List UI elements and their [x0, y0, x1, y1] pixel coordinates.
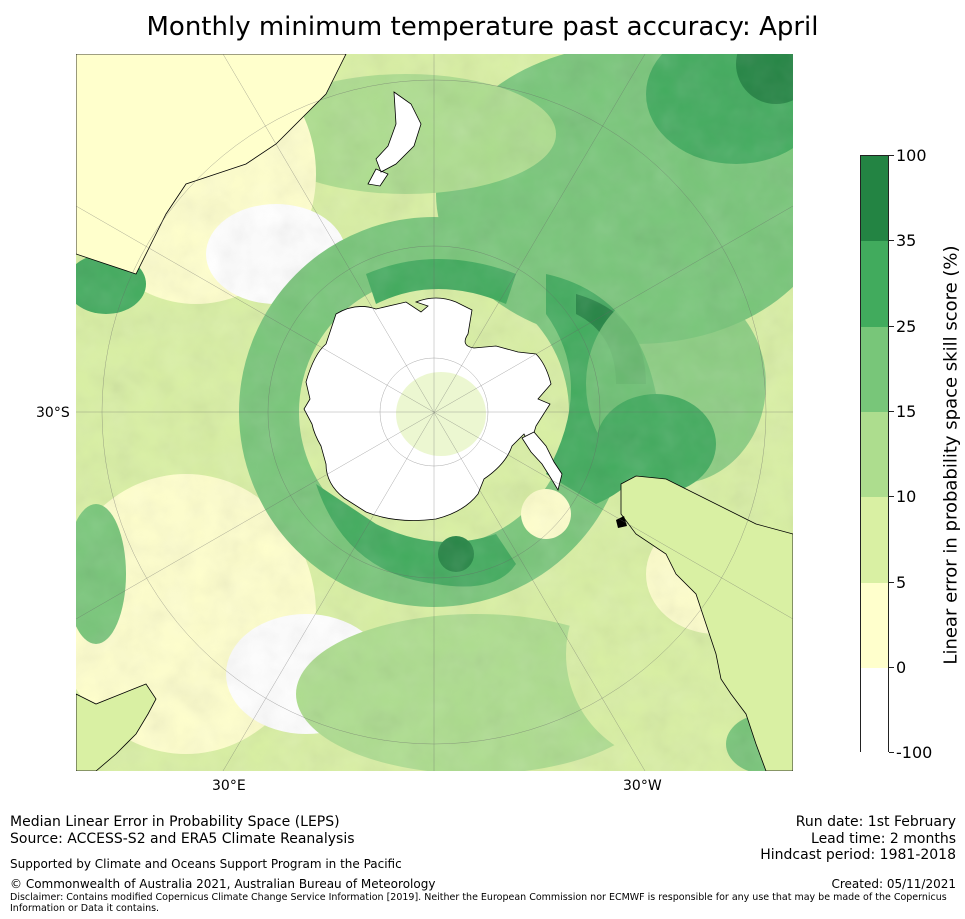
cbar-tick [889, 155, 894, 156]
cbar-tick [889, 326, 894, 327]
new-zealand-coast [367, 91, 422, 187]
ice-interior-skill [396, 372, 486, 456]
australia-coast [76, 683, 157, 771]
cbar-label-5: 5 [896, 573, 907, 592]
cbar-tick [889, 496, 894, 497]
colorbar-bin-0-5 [861, 583, 888, 668]
graticule [76, 54, 793, 771]
cbar-label-neg100: -100 [896, 743, 933, 762]
footer-disclaimer: Disclaimer: Contains modified Copernicus… [10, 892, 947, 914]
polar-map[interactable] [76, 54, 793, 771]
colorbar-bin-10-15 [861, 412, 888, 497]
falklands [616, 516, 627, 528]
colorbar-bin-25-35 [861, 241, 888, 327]
footer-lead-time: Lead time: 2 months [811, 831, 956, 847]
footer-run-date: Run date: 1st February [795, 814, 956, 830]
lon-label-30w: 30°W [623, 778, 662, 794]
colorbar-title: Linear error in probability space skill … [940, 245, 962, 665]
africa-coast [76, 54, 347, 275]
colorbar-bin-15-25 [861, 327, 888, 412]
cbar-label-35: 35 [896, 231, 917, 250]
lon-label-30e: 30°E [212, 778, 246, 794]
cbar-tick [889, 667, 894, 668]
cbar-label-25: 25 [896, 317, 917, 336]
cbar-tick [889, 240, 894, 241]
footer-supported: Supported by Climate and Oceans Support … [10, 857, 402, 871]
footer-source: Source: ACCESS-S2 and ERA5 Climate Reana… [10, 831, 355, 847]
footer-method: Median Linear Error in Probability Space… [10, 814, 340, 830]
cbar-label-100: 100 [896, 146, 927, 165]
map-title: Monthly minimum temperature past accurac… [146, 12, 819, 42]
cbar-tick [889, 582, 894, 583]
cbar-label-15: 15 [896, 402, 917, 421]
colorbar-bin-neg100-0 [861, 668, 888, 753]
cbar-label-10: 10 [896, 487, 917, 506]
footer-copyright: © Commonwealth of Australia 2021, Austra… [10, 877, 436, 891]
colorbar [860, 155, 889, 753]
cbar-label-0: 0 [896, 658, 907, 677]
footer-created: Created: 05/11/2021 [831, 877, 956, 891]
cbar-tick [889, 411, 894, 412]
cbar-tick [889, 752, 894, 753]
south-america-coast [620, 475, 793, 771]
colorbar-bin-5-10 [861, 497, 888, 583]
map-canvas[interactable] [76, 54, 793, 771]
footer-hindcast: Hindcast period: 1981-2018 [760, 847, 956, 863]
lat-label-30s: 30°S [36, 405, 70, 421]
antarctic-peninsula [521, 431, 563, 492]
colorbar-bin-35-100 [861, 156, 888, 241]
